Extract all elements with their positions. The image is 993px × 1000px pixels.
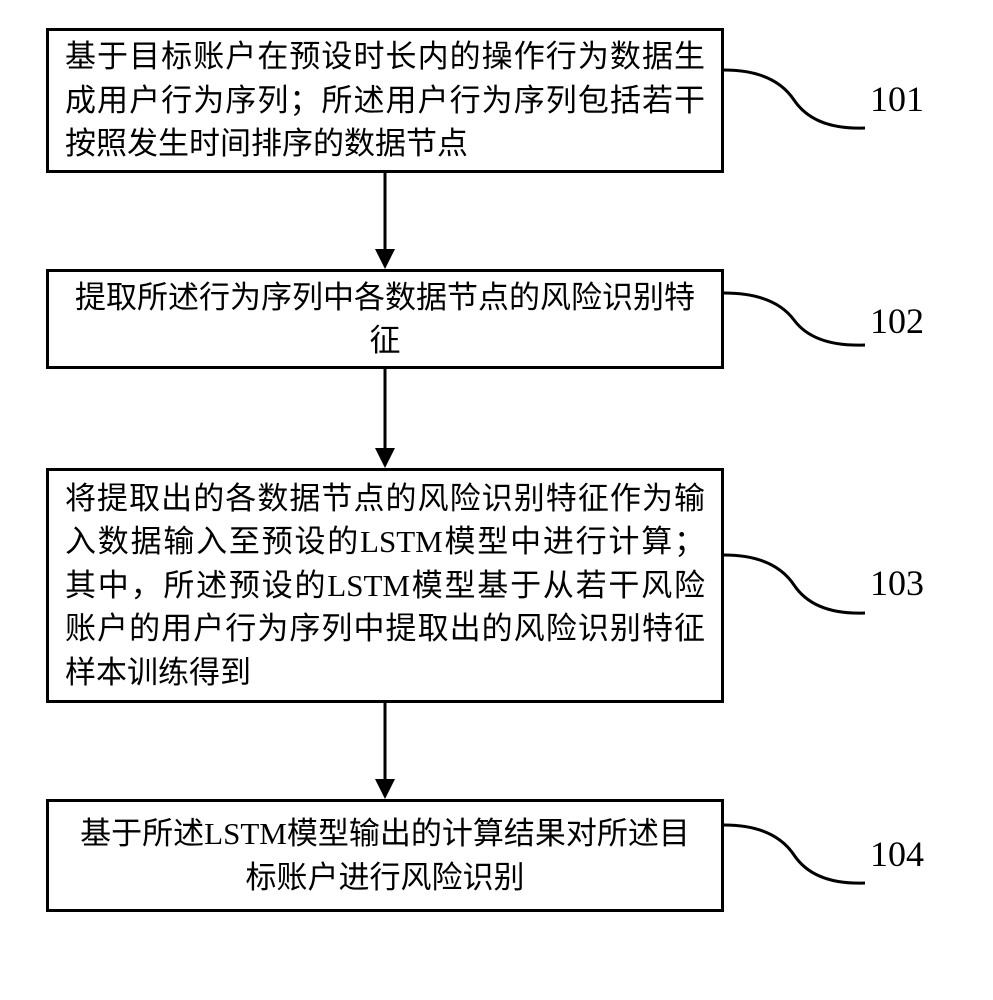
step-label-104: 104 xyxy=(870,833,924,875)
flow-step-103-text: 将提取出的各数据节点的风险识别特征作为输入数据输入至预设的LSTM模型中进行计算… xyxy=(65,477,705,694)
brace-102 xyxy=(724,285,870,355)
flow-step-102-text: 提取所述行为序列中各数据节点的风险识别特征 xyxy=(65,276,705,363)
step-label-102: 102 xyxy=(870,300,924,342)
flow-step-101: 基于目标账户在预设时长内的操作行为数据生成用户行为序列；所述用户行为序列包括若干… xyxy=(46,28,724,173)
flow-step-104-text: 基于所述LSTM模型输出的计算结果对所述目标账户进行风险识别 xyxy=(65,812,705,899)
flow-step-102: 提取所述行为序列中各数据节点的风险识别特征 xyxy=(46,269,724,369)
flowchart-container: 基于目标账户在预设时长内的操作行为数据生成用户行为序列；所述用户行为序列包括若干… xyxy=(0,0,993,1000)
flow-step-101-text: 基于目标账户在预设时长内的操作行为数据生成用户行为序列；所述用户行为序列包括若干… xyxy=(65,35,705,165)
flow-step-103: 将提取出的各数据节点的风险识别特征作为输入数据输入至预设的LSTM模型中进行计算… xyxy=(46,468,724,703)
brace-101 xyxy=(724,60,870,140)
step-label-103: 103 xyxy=(870,562,924,604)
arrow-103-104 xyxy=(371,703,399,799)
flow-step-104: 基于所述LSTM模型输出的计算结果对所述目标账户进行风险识别 xyxy=(46,799,724,912)
arrow-101-102 xyxy=(371,173,399,269)
brace-104 xyxy=(724,815,870,895)
step-label-101: 101 xyxy=(870,78,924,120)
brace-103 xyxy=(724,545,870,625)
arrow-102-103 xyxy=(371,369,399,468)
